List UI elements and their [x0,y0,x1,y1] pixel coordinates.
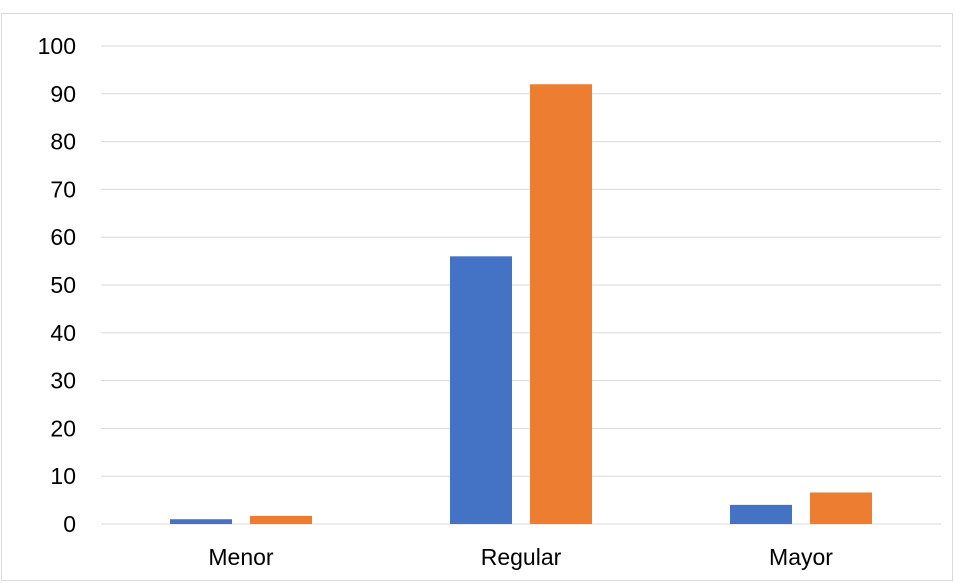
bar-mayor-series-1 [730,504,792,524]
y-tick-label: 60 [50,224,76,250]
bar-menor-series-1 [170,519,232,524]
y-tick-label: 90 [50,81,76,107]
bar-regular-series-2 [530,84,592,525]
y-tick-label: 100 [38,33,76,59]
y-tick-label: 0 [63,511,76,537]
y-tick-label: 80 [50,129,76,155]
y-axis-tick-labels: 0 10 20 30 40 50 60 70 80 90 100 [38,33,76,537]
x-tick-label: Mayor [769,544,833,570]
bars [170,84,872,525]
x-tick-label: Menor [208,544,274,570]
y-tick-label: 10 [50,463,76,489]
gridlines [101,45,941,525]
bar-mayor-series-2 [810,492,872,524]
y-tick-label: 40 [50,320,76,346]
bar-menor-series-2 [250,515,312,524]
x-tick-label: Regular [481,544,562,570]
y-tick-label: 30 [50,368,76,394]
y-tick-label: 50 [50,272,76,298]
y-tick-label: 20 [50,415,76,441]
bar-regular-series-1 [450,256,512,524]
y-tick-label: 70 [50,176,76,202]
x-axis-tick-labels: Menor Regular Mayor [208,544,833,570]
